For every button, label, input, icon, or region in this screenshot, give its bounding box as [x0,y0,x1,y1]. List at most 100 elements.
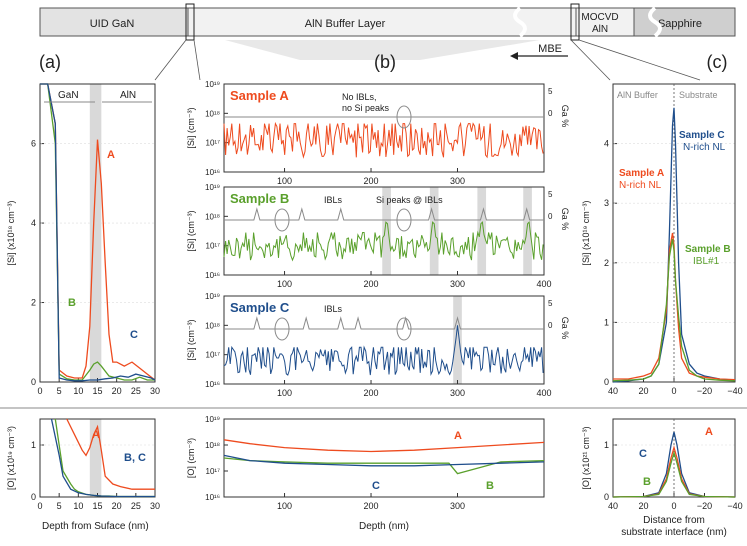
y-tick-label-b_si_a: 10¹⁶ [205,168,220,177]
ibl-shading-b_si_b [382,187,391,275]
note-line-1: No IBLs, [342,92,377,102]
mbe-arrowhead [510,52,518,60]
annotation-bc-o: B, C [124,452,146,464]
plot-frame-b_o [223,418,545,498]
y-tick-label-c_si: 0 [604,377,609,387]
sample-title-b_si_b: Sample B [230,191,289,206]
x-axis-label-a: Depth from Suface (nm) [42,521,149,532]
x-tick-label-a_si: 30 [150,386,160,396]
x-tick-label-a_si: 10 [73,386,83,396]
annotation-b-co: B [643,476,651,488]
x-axis-label-c-1: Distance from [643,515,705,526]
x-tick-label-b_si_b: 300 [450,279,465,289]
layer-gan [39,7,189,37]
sample-title-b_si_a: Sample A [230,88,289,103]
y-tick-label-b_si_a: 10¹⁷ [206,139,221,148]
region-label-gan: GaN [58,90,79,101]
series-line-c_o-b [612,450,736,498]
annotation-b: B [68,297,76,309]
x-tick-label-a_o: 30 [150,501,160,511]
ibl-shading-b_si_b [523,187,532,275]
panel-label-a: (a) [39,52,61,72]
x-tick-label-a_si: 5 [57,386,62,396]
region-label-aln-buffer: AlN Buffer [617,90,658,100]
x-tick-label-a_o: 10 [73,501,83,511]
y2-tick-label-b_si_b: 5 [548,190,553,199]
x-axis-label-b: Depth (nm) [359,521,409,532]
x-tick-label-a_o: 15 [92,501,102,511]
x-tick-label-c_o: 0 [671,501,676,511]
plot-frame-c_o [612,418,736,498]
x-tick-label-c_si: 40 [608,386,618,396]
region-label-aln: AlN [120,90,136,101]
ibl-shading-b_si_c [453,296,462,384]
y-tick-label-a_o: 1 [31,440,36,450]
layer-sapphire-label: Sapphire [658,18,702,30]
y2-tick-label-b_si_b: 0 [548,212,553,221]
series-line-a_si-a [40,83,156,381]
y-tick-label-a_si: 4 [31,218,36,228]
zoom-line-c1 [570,39,611,81]
zoom-wedge [225,40,540,60]
y-axis-label-c_o: [O] (x10²¹ cm⁻³) [581,426,591,489]
y-axis-label-c_si: [Si] (x10¹⁹ cm⁻³) [581,200,591,265]
y-tick-label-b_si_b: 10¹⁹ [205,183,220,192]
annotation-a-bo: A [454,430,462,442]
break-mark-1 [513,6,527,38]
y2-axis-label-b_si_b: Ga % [560,208,570,231]
annotation-a: A [107,149,115,161]
ga-axis-marker-b_si_a [396,105,412,129]
label-sample-b: Sample B [685,244,731,255]
plot-frame-b_si_b [223,186,545,276]
layer-mocvd-label: MOCVD [581,12,618,23]
ibl-shading-a_o [89,419,102,497]
y-tick-label-a_si: 6 [31,139,36,149]
y-tick-label-b_si_a: 10¹⁸ [205,109,220,118]
x-tick-label-a_si: 25 [131,386,141,396]
y-tick-label-a_si: 0 [31,377,36,387]
y-tick-label-a_si: 2 [31,298,36,308]
y-tick-label-c_si: 1 [604,317,609,327]
label-sample-a: Sample A [619,168,664,179]
y2-axis-label-b_si_a: Ga % [560,105,570,128]
y-tick-label-b_o: 10¹⁶ [205,493,220,502]
layer-aln-buffer-label: AlN Buffer Layer [305,18,386,30]
annotation-c-bo: C [372,480,380,492]
y-tick-label-c_si: 3 [604,198,609,208]
x-tick-label-a_o: 25 [131,501,141,511]
x-tick-label-c_si: 0 [671,386,676,396]
layer-bar: UID GaN AlN Buffer Layer MOCVD AlN Sapph… [39,3,736,81]
y2-tick-label-b_si_a: 5 [548,87,553,96]
x-tick-label-c_o: −40 [727,501,742,511]
x-tick-label-b_o: 300 [450,501,465,511]
y-tick-label-b_o: 10¹⁸ [205,441,220,450]
label-sample-c-sub: N-rich NL [683,142,726,153]
y-axis-label-b_si_c: [Si] (cm⁻³) [186,319,196,360]
series-line-b_si_b [223,221,544,262]
x-tick-label-b_si_b: 100 [277,279,292,289]
label-sample-c: Sample C [679,130,725,141]
y-tick-label-b_si_b: 10¹⁷ [206,242,221,251]
y-tick-label-c_si: 4 [604,139,609,149]
label-sample-a-sub: N-rich NL [619,180,662,191]
x-tick-label-c_si: −20 [697,386,712,396]
y-tick-label-b_si_c: 10¹⁸ [205,321,220,330]
y-tick-label-b_si_b: 10¹⁸ [205,212,220,221]
ga-axis-marker-b_si_c [396,317,412,341]
y2-tick-label-b_si_c: 0 [548,321,553,330]
y2-axis-label-b_si_c: Ga % [560,317,570,340]
y2-tick-label-b_si_a: 0 [548,109,553,118]
x-tick-label-b_si_c: 300 [450,388,465,398]
series-line-b_o-c [223,454,545,467]
ibl-shading-a_si [89,84,102,382]
x-tick-label-b_si_a: 100 [277,176,292,186]
ga-line-b_si_b [224,207,544,221]
mbe-label: MBE [538,43,562,55]
ga-axis-marker-c2 [274,317,290,341]
y-axis-label-a_si: [Si] (x10¹⁸ cm⁻³) [6,200,16,265]
y2-tick-label-b_si_c: 5 [548,299,553,308]
y-axis-label-b_si_b: [Si] (cm⁻³) [186,210,196,251]
zoom-line-a2 [193,39,201,81]
ga-line-b_si_c [224,316,544,330]
